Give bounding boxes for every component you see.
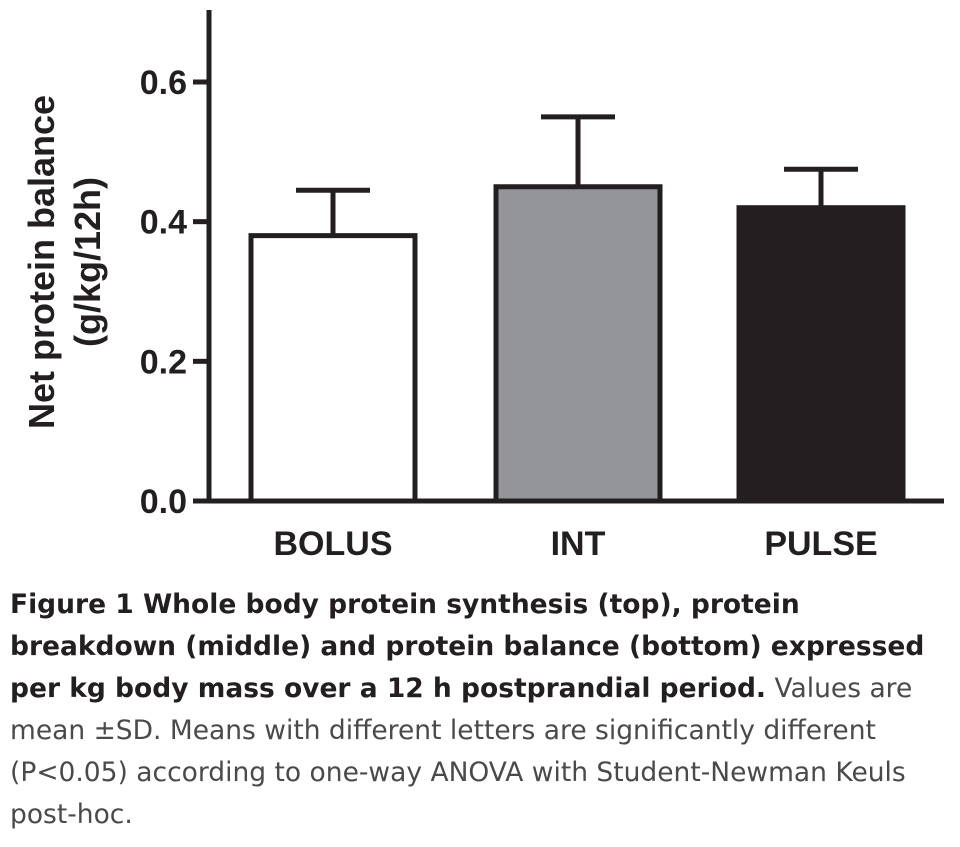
category-label-int: INT [551, 525, 606, 563]
y-tick-label: 0.2 [140, 343, 187, 381]
y-axis-label: Net protein balance (g/kg/12h) [21, 95, 108, 429]
caption-text: Values are mean ±SD. Means with differen… [10, 673, 913, 830]
y-tick-label: 0.4 [140, 204, 187, 242]
bars [248, 184, 906, 504]
category-label-pulse: PULSE [764, 525, 877, 563]
error-bars [296, 114, 858, 236]
category-label-bolus: BOLUS [274, 525, 393, 563]
caption-title: Figure 1 Whole body protein synthesis (t… [10, 589, 925, 704]
bar-bolus [248, 233, 418, 504]
bar-chart: Net protein balance (g/kg/12h) 0.0 0.2 0.4… [21, 10, 944, 563]
y-tick-label: 0.0 [140, 483, 187, 521]
bar-int [493, 184, 663, 504]
category-labels: BOLUS INT PULSE [274, 525, 878, 563]
y-axis-ticks: 0.0 0.2 0.4 0.6 [140, 64, 209, 521]
y-axis-label-line2: (g/kg/12h) [67, 177, 108, 347]
y-axis-label-line1: Net protein balance [21, 95, 62, 429]
y-tick-label: 0.6 [140, 64, 187, 102]
figure-caption: Figure 1 Whole body protein synthesis (t… [10, 584, 950, 836]
bar-pulse [736, 205, 906, 504]
axes [193, 10, 944, 504]
